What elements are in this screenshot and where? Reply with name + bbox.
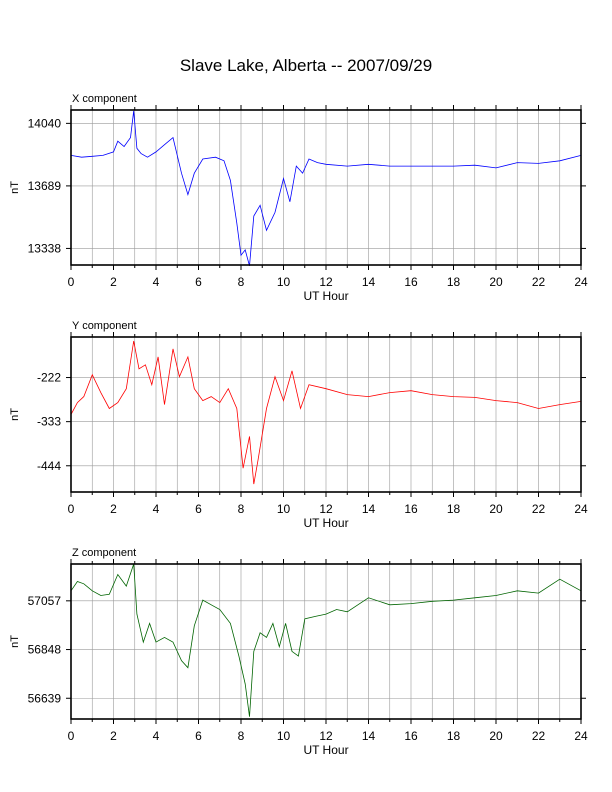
x-component-series-line bbox=[70, 110, 582, 267]
z-component-xtick-label: 12 bbox=[319, 729, 333, 743]
y-component-xtick-label: 16 bbox=[404, 502, 418, 516]
y-component-xtick-label: 22 bbox=[532, 502, 546, 516]
y-component-series-line bbox=[70, 340, 582, 485]
x-component-ylabel: nT bbox=[9, 181, 21, 194]
z-component-title: Z component bbox=[72, 547, 136, 559]
y-component-xtick-label: 2 bbox=[110, 502, 117, 516]
x-component-xtick-label: 2 bbox=[110, 275, 117, 289]
x-component-xtick-label: 22 bbox=[532, 275, 546, 289]
y-component-xtick-label: 20 bbox=[489, 502, 503, 516]
x-component-xtick-label: 16 bbox=[404, 275, 418, 289]
y-component-xtick-label: 6 bbox=[195, 502, 202, 516]
y-component-xtick-label: 24 bbox=[574, 502, 588, 516]
z-component-ylabel: nT bbox=[9, 635, 21, 648]
y-component-ytick-label: -222 bbox=[37, 371, 61, 385]
z-component-series-line bbox=[70, 563, 582, 717]
y-component-xtick-label: 4 bbox=[153, 502, 160, 516]
x-component-xtick-label: 18 bbox=[447, 275, 461, 289]
z-component-xtick-label: 20 bbox=[489, 729, 503, 743]
x-component-xtick-label: 8 bbox=[238, 275, 245, 289]
x-component-xlabel: UT Hour bbox=[303, 289, 348, 303]
z-component-xtick-label: 2 bbox=[110, 729, 117, 743]
x-component-xtick-label: 14 bbox=[362, 275, 376, 289]
x-component-title: X component bbox=[72, 93, 137, 105]
y-component-xtick-label: 0 bbox=[68, 502, 75, 516]
z-component-xlabel: UT Hour bbox=[303, 743, 348, 757]
z-component-ytick-label: 56639 bbox=[28, 691, 62, 705]
y-component-xtick-label: 8 bbox=[238, 502, 245, 516]
x-component-xtick-label: 20 bbox=[489, 275, 503, 289]
z-component-xtick-label: 16 bbox=[404, 729, 418, 743]
z-component-xtick-label: 10 bbox=[277, 729, 291, 743]
x-component-ytick-label: 13338 bbox=[28, 241, 62, 255]
page-title: Slave Lake, Alberta -- 2007/09/29 bbox=[179, 56, 433, 75]
z-component-xtick-label: 4 bbox=[153, 729, 160, 743]
z-component-xtick-label: 0 bbox=[68, 729, 75, 743]
x-component-xtick-label: 12 bbox=[319, 275, 333, 289]
z-component-xtick-label: 14 bbox=[362, 729, 376, 743]
x-component-ytick-label: 14040 bbox=[28, 116, 62, 130]
z-component-xtick-label: 6 bbox=[195, 729, 202, 743]
z-component-xtick-label: 22 bbox=[532, 729, 546, 743]
y-component-xlabel: UT Hour bbox=[303, 516, 348, 530]
x-component-ytick-label: 13689 bbox=[28, 179, 62, 193]
y-component-ylabel: nT bbox=[9, 408, 21, 421]
y-component-xtick-label: 12 bbox=[319, 502, 333, 516]
x-component-xtick-label: 6 bbox=[195, 275, 202, 289]
z-component-xtick-label: 24 bbox=[574, 729, 588, 743]
z-component-ytick-label: 56848 bbox=[28, 643, 62, 657]
x-component-xtick-label: 0 bbox=[68, 275, 75, 289]
x-component-xtick-label: 24 bbox=[574, 275, 588, 289]
z-component-xtick-label: 18 bbox=[447, 729, 461, 743]
y-component-ytick-label: -333 bbox=[37, 415, 61, 429]
y-component-xtick-label: 18 bbox=[447, 502, 461, 516]
y-component-ytick-label: -444 bbox=[37, 459, 61, 473]
y-component-xtick-label: 10 bbox=[277, 502, 291, 516]
y-component-title: Y component bbox=[72, 320, 137, 332]
z-component-ytick-label: 57057 bbox=[28, 594, 62, 608]
z-component-xtick-label: 8 bbox=[238, 729, 245, 743]
x-component-xtick-label: 10 bbox=[277, 275, 291, 289]
y-component-xtick-label: 14 bbox=[362, 502, 376, 516]
x-component-xtick-label: 4 bbox=[153, 275, 160, 289]
